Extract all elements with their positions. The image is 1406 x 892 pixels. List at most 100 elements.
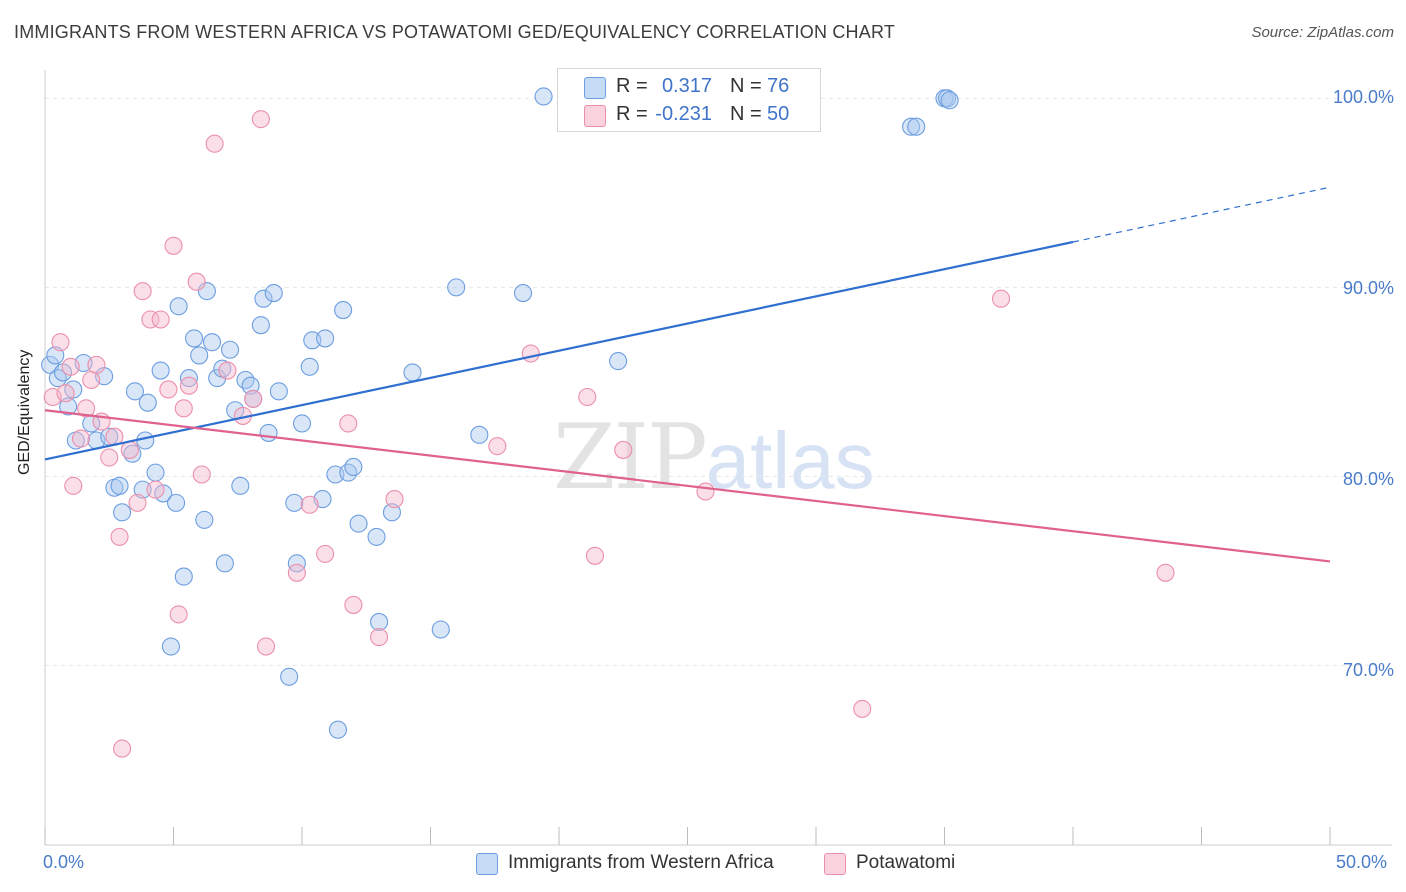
point-western-africa-30 bbox=[195, 510, 214, 529]
point-western-africa-44 bbox=[259, 423, 278, 442]
point-potawatomi-27 bbox=[205, 134, 224, 153]
point-western-africa-42 bbox=[251, 316, 270, 335]
legend-label: Potawatomi bbox=[856, 852, 956, 873]
point-western-africa-75 bbox=[940, 91, 959, 110]
y-tick-label-90: 90.0% bbox=[1342, 278, 1394, 298]
n-label: N = bbox=[730, 75, 762, 97]
legend-row-potawatomi: R = -0.231 N = 50 bbox=[558, 101, 820, 129]
point-potawatomi-46 bbox=[853, 699, 872, 718]
n-value: 50 bbox=[767, 103, 790, 125]
point-western-africa-71 bbox=[902, 117, 921, 136]
watermark-zip: ZIP bbox=[553, 405, 708, 510]
point-potawatomi-40 bbox=[488, 437, 507, 456]
point-potawatomi-31 bbox=[251, 110, 270, 129]
point-potawatomi-23 bbox=[174, 399, 193, 418]
point-potawatomi-16 bbox=[133, 282, 152, 301]
point-western-africa-28 bbox=[185, 329, 204, 348]
point-western-africa-4 bbox=[59, 397, 78, 416]
point-potawatomi-28 bbox=[218, 361, 237, 380]
point-potawatomi-3 bbox=[61, 357, 80, 376]
point-potawatomi-14 bbox=[120, 440, 139, 459]
r-label: R = bbox=[616, 103, 648, 125]
legend-label: Immigrants from Western Africa bbox=[508, 852, 774, 873]
point-western-africa-21 bbox=[151, 361, 170, 380]
point-western-africa-62 bbox=[370, 612, 389, 632]
point-potawatomi-35 bbox=[316, 544, 335, 563]
point-potawatomi-12 bbox=[110, 527, 129, 546]
point-western-africa-63 bbox=[382, 503, 402, 522]
point-western-africa-45 bbox=[264, 283, 283, 303]
point-western-africa-59 bbox=[344, 457, 363, 477]
point-western-africa-19 bbox=[138, 393, 157, 412]
chart-title: IMMIGRANTS FROM WESTERN AFRICA VS POTAWA… bbox=[14, 22, 896, 42]
point-potawatomi-43 bbox=[585, 546, 605, 565]
point-potawatomi-33 bbox=[287, 563, 306, 582]
point-potawatomi-7 bbox=[82, 370, 101, 390]
point-western-africa-29 bbox=[190, 346, 209, 365]
point-western-africa-13 bbox=[110, 476, 129, 495]
point-western-africa-35 bbox=[215, 554, 234, 573]
point-western-africa-56 bbox=[328, 720, 348, 739]
source-label: Source: ZipAtlas.com bbox=[1251, 24, 1394, 41]
point-western-africa-33 bbox=[208, 369, 227, 388]
point-potawatomi-38 bbox=[370, 628, 389, 647]
point-potawatomi-21 bbox=[164, 236, 183, 255]
point-western-africa-40 bbox=[241, 376, 260, 395]
point-potawatomi-37 bbox=[344, 595, 363, 614]
point-western-africa-68 bbox=[513, 283, 533, 303]
point-potawatomi-22 bbox=[169, 605, 188, 624]
trendline-western-africa bbox=[44, 240, 1074, 461]
y-tick-label-80: 80.0% bbox=[1342, 469, 1394, 489]
x-tick-label-max: 50.0% bbox=[1336, 852, 1388, 872]
point-potawatomi-10 bbox=[100, 448, 119, 467]
point-potawatomi-19 bbox=[151, 310, 170, 329]
point-potawatomi-6 bbox=[77, 399, 96, 418]
n-value: 76 bbox=[767, 75, 790, 97]
point-western-africa-66 bbox=[447, 278, 466, 297]
point-potawatomi-45 bbox=[696, 482, 715, 501]
point-western-africa-26 bbox=[174, 567, 193, 586]
point-western-africa-61 bbox=[367, 527, 386, 546]
legend-swatch-pink bbox=[824, 853, 846, 875]
r-value: -0.231 bbox=[655, 103, 712, 125]
trendline-potawatomi bbox=[44, 409, 1331, 563]
point-potawatomi-2 bbox=[56, 384, 75, 403]
point-potawatomi-4 bbox=[64, 476, 83, 495]
point-western-africa-32 bbox=[203, 333, 222, 352]
point-western-africa-16 bbox=[125, 382, 144, 401]
point-western-africa-14 bbox=[113, 503, 132, 522]
point-western-africa-2 bbox=[48, 369, 67, 388]
point-western-africa-49 bbox=[287, 554, 306, 573]
point-potawatomi-15 bbox=[128, 493, 147, 512]
stats-legend: R = 0.317 N = 76 R = -0.231 N = 50 bbox=[557, 68, 821, 132]
point-potawatomi-48 bbox=[1156, 563, 1175, 582]
point-potawatomi-44 bbox=[614, 440, 633, 459]
legend-swatch-blue bbox=[584, 77, 606, 99]
point-western-africa-20 bbox=[146, 463, 165, 482]
point-western-africa-25 bbox=[169, 297, 188, 316]
point-potawatomi-13 bbox=[113, 739, 132, 758]
point-potawatomi-17 bbox=[141, 310, 160, 329]
point-western-africa-48 bbox=[285, 493, 304, 512]
point-western-africa-38 bbox=[231, 476, 250, 495]
legend-row-western-africa: R = 0.317 N = 76 bbox=[558, 73, 820, 101]
point-potawatomi-36 bbox=[339, 414, 358, 433]
point-western-africa-72 bbox=[907, 117, 926, 136]
y-axis-label: GED/Equivalency bbox=[16, 349, 33, 475]
point-western-africa-65 bbox=[431, 620, 450, 639]
x-tick-label-min: 0.0% bbox=[43, 852, 85, 872]
point-potawatomi-1 bbox=[51, 333, 70, 352]
point-western-africa-23 bbox=[161, 637, 180, 656]
point-western-africa-67 bbox=[470, 425, 489, 444]
point-potawatomi-34 bbox=[300, 495, 319, 514]
r-value: 0.317 bbox=[661, 75, 712, 97]
point-western-africa-50 bbox=[292, 414, 312, 433]
y-tick-label-100: 100.0% bbox=[1332, 87, 1394, 107]
point-potawatomi-42 bbox=[578, 387, 597, 407]
point-western-africa-51 bbox=[300, 357, 319, 376]
point-potawatomi-39 bbox=[385, 490, 404, 509]
point-potawatomi-18 bbox=[146, 480, 165, 499]
point-western-africa-57 bbox=[334, 301, 353, 320]
point-western-africa-70 bbox=[609, 352, 628, 371]
